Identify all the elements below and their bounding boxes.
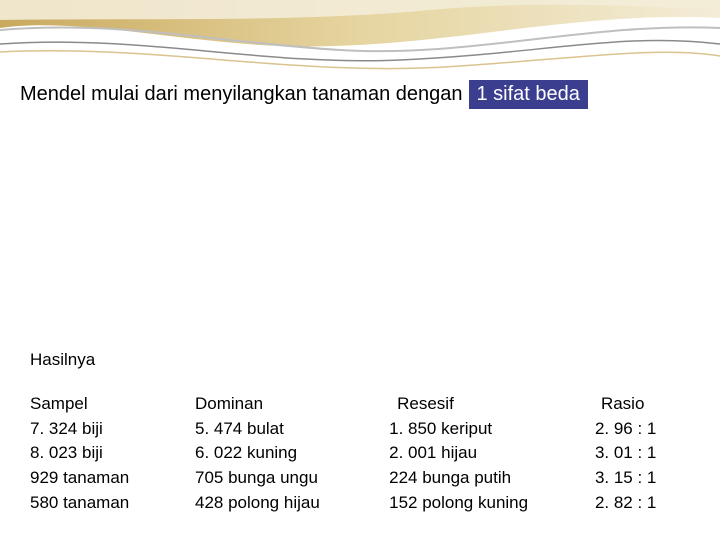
decorative-wave bbox=[0, 0, 720, 90]
cell: 428 polong hijau bbox=[195, 491, 389, 516]
cell: 2. 96 : 1 bbox=[593, 417, 690, 442]
slide-heading: Mendel mulai dari menyilangkan tanaman d… bbox=[20, 80, 700, 109]
column-dominan: Dominan 5. 474 bulat 6. 022 kuning 705 b… bbox=[195, 392, 389, 515]
cell: 7. 324 biji bbox=[30, 417, 195, 442]
cell: 5. 474 bulat bbox=[195, 417, 389, 442]
cell: 3. 01 : 1 bbox=[593, 441, 690, 466]
cell: 705 bunga ungu bbox=[195, 466, 389, 491]
column-resesif: Resesif 1. 850 keriput 2. 001 hijau 224 … bbox=[389, 392, 593, 515]
cell: 929 tanaman bbox=[30, 466, 195, 491]
heading-text: Mendel mulai dari menyilangkan tanaman d… bbox=[20, 83, 463, 106]
results-label: Hasilnya bbox=[30, 350, 95, 370]
results-table: Sampel 7. 324 biji 8. 023 biji 929 tanam… bbox=[30, 392, 690, 515]
cell: 8. 023 biji bbox=[30, 441, 195, 466]
column-rasio: Rasio 2. 96 : 1 3. 01 : 1 3. 15 : 1 2. 8… bbox=[593, 392, 690, 515]
cell: 6. 022 kuning bbox=[195, 441, 389, 466]
cell: 2. 82 : 1 bbox=[593, 491, 690, 516]
cell: 580 tanaman bbox=[30, 491, 195, 516]
heading-badge: 1 sifat beda bbox=[469, 80, 588, 109]
cell: 3. 15 : 1 bbox=[593, 466, 690, 491]
header-resesif: Resesif bbox=[389, 392, 593, 417]
cell: 1. 850 keriput bbox=[389, 417, 593, 442]
cell: 152 polong kuning bbox=[389, 491, 593, 516]
cell: 2. 001 hijau bbox=[389, 441, 593, 466]
column-sampel: Sampel 7. 324 biji 8. 023 biji 929 tanam… bbox=[30, 392, 195, 515]
header-dominan: Dominan bbox=[195, 392, 389, 417]
cell: 224 bunga putih bbox=[389, 466, 593, 491]
header-rasio: Rasio bbox=[593, 392, 690, 417]
header-sampel: Sampel bbox=[30, 392, 195, 417]
